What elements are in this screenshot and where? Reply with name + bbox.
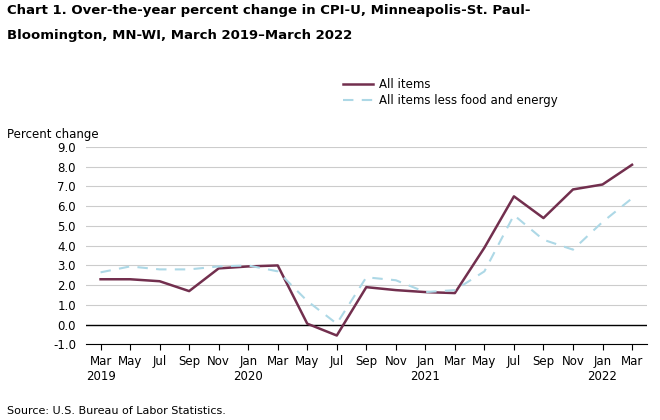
Legend: All items, All items less food and energy: All items, All items less food and energ… [343,78,558,108]
Text: Percent change: Percent change [7,128,98,141]
Text: Source: U.S. Bureau of Labor Statistics.: Source: U.S. Bureau of Labor Statistics. [7,406,226,416]
Text: Bloomington, MN-WI, March 2019–March 2022: Bloomington, MN-WI, March 2019–March 202… [7,29,352,42]
Text: Chart 1. Over-the-year percent change in CPI-U, Minneapolis-St. Paul-: Chart 1. Over-the-year percent change in… [7,4,530,17]
